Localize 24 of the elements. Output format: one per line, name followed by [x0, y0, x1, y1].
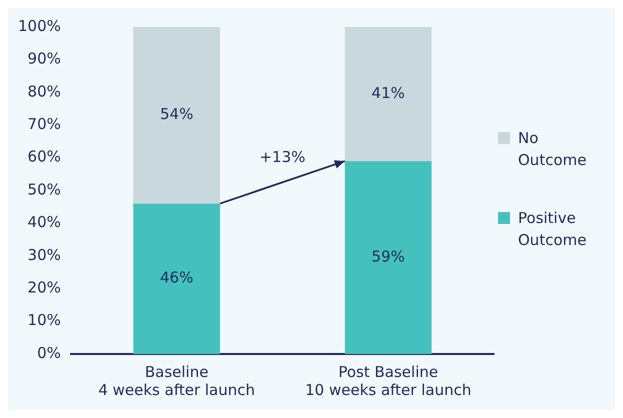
y-tick-label: 80%	[28, 82, 61, 100]
bar	[133, 204, 220, 354]
y-tick-label: 40%	[28, 213, 61, 232]
text: 54%	[160, 105, 194, 124]
y-tick-label: 20%	[28, 278, 61, 296]
y-tick-label: 70%	[28, 114, 61, 133]
bar	[133, 27, 220, 204]
y-tick-label: 100%	[18, 16, 61, 35]
y-tick-label: 50%	[28, 180, 61, 198]
text: 41%	[372, 84, 405, 102]
bar	[344, 161, 432, 354]
text: 46%	[160, 268, 194, 287]
y-tick-label: 0%	[37, 344, 61, 362]
bar	[344, 27, 432, 162]
y-tick-label: 60%	[28, 148, 61, 166]
y-tick-label: 90%	[28, 50, 61, 68]
y-tick-label: 30%	[28, 246, 61, 264]
legend-label: No Outcome	[518, 128, 588, 171]
text: 59%	[372, 247, 405, 266]
x-tick-label: Baseline 4 weeks after launch	[98, 362, 256, 399]
legend-label: Positive Outcome	[518, 208, 588, 251]
annotation: +13%	[259, 148, 306, 166]
y-tick-label: 10%	[28, 311, 61, 330]
x-tick-label: Post Baseline 10 weeks after launch	[305, 362, 472, 399]
